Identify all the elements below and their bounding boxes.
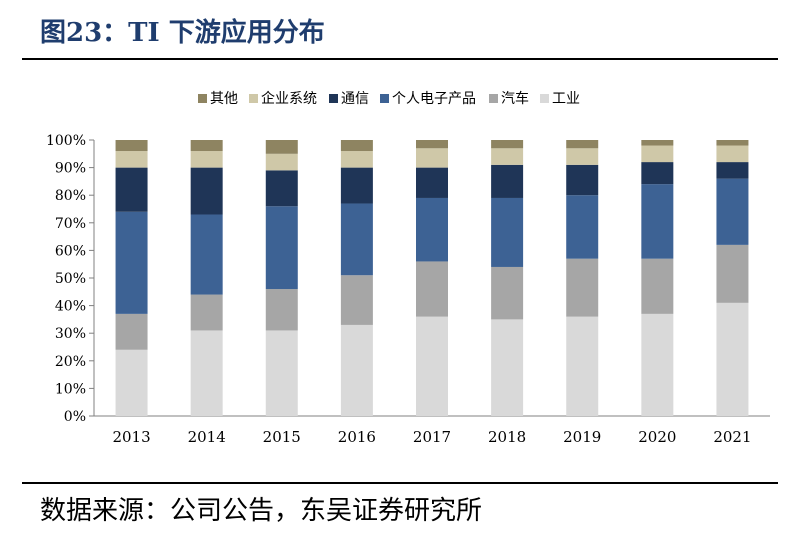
y-tick-label: 60% [55,243,86,259]
legend-label: 企业系统 [261,90,317,107]
y-tick-label: 80% [55,188,86,204]
bar-segment [190,294,223,331]
x-tick-label: 2021 [713,428,751,446]
x-tick-label: 2014 [188,428,226,446]
y-tick-label: 0% [64,409,86,425]
bar-segment [115,211,148,314]
bar-segment [416,316,448,416]
bar-segment [641,140,674,146]
x-tick-label: 2017 [413,428,451,446]
bar-segment [716,140,749,146]
bar-segment [340,324,373,416]
bar-segment [265,170,298,207]
legend-swatch [489,94,498,103]
stacked-bar-chart: 其他 企业系统 通信 个人电子产品 汽车 工业 0% 10% 20% 30% 40% 50% 60% 7… [46,90,770,446]
bar-segment [340,167,373,204]
bar-segment [716,162,749,179]
bar-segment [416,197,448,262]
source-note: 数据来源：公司公告，东吴证券研究所 [40,496,483,526]
bar-segment [566,148,599,165]
y-tick-label: 50% [55,271,86,287]
x-tick-label: 2015 [263,428,301,446]
bar-segment [190,330,223,416]
legend-label: 个人电子产品 [392,91,476,107]
bar-segment [340,151,373,168]
y-tick-label: 20% [55,354,86,370]
bottom-rule [22,482,778,484]
bar-segment [115,167,148,212]
y-tick-label: 30% [55,326,86,342]
chart-legend: 其他 企业系统 通信 个人电子产品 汽车 工业 [198,90,580,107]
bar-segment [716,244,749,303]
legend-swatch [198,94,207,103]
figure-title: 图23：TI 下游应用分布 [40,18,325,48]
bar-segment [491,266,524,320]
bar-segment [566,164,599,196]
bar-segment [115,140,148,152]
bar-segment [716,178,749,245]
bar-segment [115,151,148,168]
bar-segment [416,140,448,149]
bar-segment [566,140,599,149]
x-tick-label: 2018 [488,428,526,446]
bar-segment [641,258,674,314]
bar-segment [416,261,448,317]
y-tick-label: 90% [55,161,86,177]
x-tick-label: 2019 [563,428,601,446]
bar-segment [641,184,674,259]
bar-segment [491,140,524,149]
bar-segment [716,302,749,416]
bar-segment [265,140,298,154]
bar-series [115,140,749,416]
x-tick-label: 2013 [112,428,150,446]
legend-label: 其他 [210,91,238,107]
bar-segment [265,153,298,171]
top-rule [22,58,778,60]
bar-segment [115,313,148,350]
legend-swatch [329,94,338,103]
bar-segment [641,145,674,163]
y-axis: 0% 10% 20% 30% 40% 50% 60% 70% 80% 90% 100% [46,133,95,425]
bar-segment [115,349,148,416]
bar-segment [566,195,599,259]
bar-segment [491,164,524,198]
bar-segment [190,140,223,152]
bar-segment [566,258,599,317]
legend-label: 通信 [341,91,369,107]
bar-segment [491,319,524,416]
bar-segment [190,167,223,215]
bar-segment [265,206,298,290]
legend-swatch [380,94,389,103]
bar-segment [641,162,674,185]
legend-label: 工业 [552,91,580,107]
y-tick-label: 100% [46,133,86,149]
y-tick-label: 70% [55,216,86,232]
bar-segment [716,145,749,163]
legend-swatch [540,94,549,103]
bar-segment [265,289,298,331]
bar-segment [641,313,674,416]
y-tick-label: 40% [55,299,86,315]
bar-segment [566,316,599,416]
bar-segment [416,167,448,198]
legend-label: 汽车 [501,90,529,107]
bar-segment [340,140,373,152]
bar-segment [265,330,298,416]
legend-swatch [249,94,258,103]
bar-segment [491,148,524,165]
x-axis: 2013 2014 2015 2016 2017 2018 2019 2020 2021 [94,415,770,446]
bar-segment [340,203,373,276]
bar-segment [340,275,373,325]
x-tick-label: 2016 [338,428,376,446]
bar-segment [491,197,524,267]
x-tick-label: 2020 [638,428,676,446]
bar-segment [416,148,448,168]
bar-segment [190,151,223,168]
y-tick-label: 10% [55,381,86,397]
bar-segment [190,214,223,295]
